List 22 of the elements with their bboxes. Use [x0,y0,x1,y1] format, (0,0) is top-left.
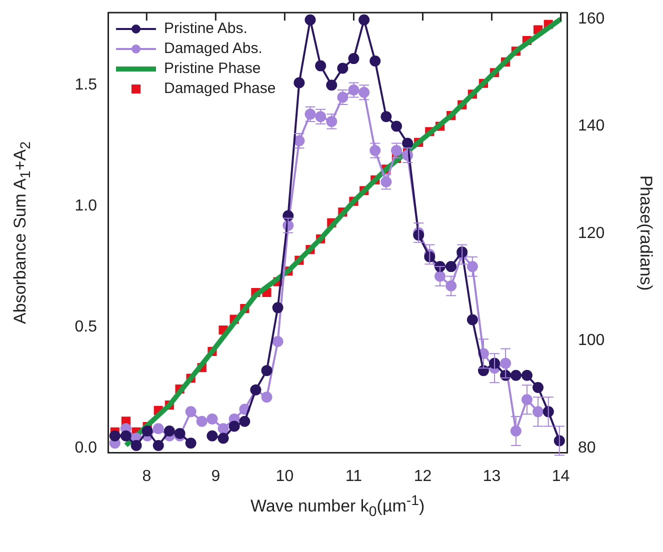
x-tick-label: 10 [276,468,294,485]
y2-tick-label: 160 [578,10,605,28]
y2-axis-title: Phase(radians) [635,175,656,290]
legend-label: Pristine Phase [164,60,261,78]
legend-label: Pristine Abs. [164,20,248,38]
x-tick-label: 8 [142,468,152,485]
y2-tick-label: 140 [578,118,605,135]
y-tick-label: 1.5 [74,76,98,94]
x-tick-label: 9 [211,468,220,485]
x-tick-label: 14 [552,468,570,485]
y-tick-label: 0.0 [74,439,98,456]
x-tick-label: 11 [345,468,362,485]
x-tick-label: 12 [414,468,432,485]
y-tick-label: 1.0 [74,198,98,214]
legend-label: Damaged Phase [164,80,276,98]
y2-tick-label: 80 [578,439,596,456]
y2-tick-label: 120 [578,224,605,242]
y2-tick-label: 100 [578,332,605,350]
x-tick-label: 13 [482,468,501,485]
legend-label: Damaged Abs. [164,40,262,58]
y-tick-label: 0.5 [74,318,98,336]
x-axis-title: Wave number k$_{0}$(µm$^{-1}$) [250,492,425,520]
